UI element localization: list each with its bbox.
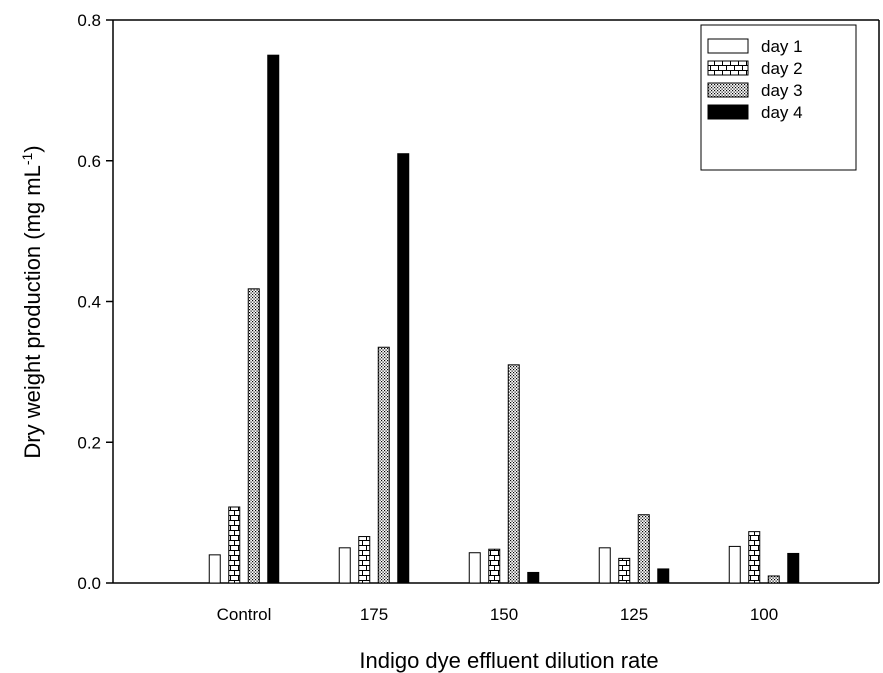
bar-day-4-control — [267, 54, 280, 584]
y-tick-label: 0.6 — [77, 152, 101, 171]
bar-day-3-175 — [377, 346, 390, 584]
legend-label: day 2 — [761, 59, 803, 78]
y-axis-title-main: Dry weight production (mg mL — [20, 165, 45, 458]
bar-day-2-control — [228, 506, 241, 584]
y-tick-label: 0.2 — [77, 433, 101, 452]
bar-day-1-175 — [338, 547, 351, 584]
y-ticks: 0.0 0.2 0.4 0.6 0.8 — [77, 11, 113, 593]
bar-day-2-150 — [488, 548, 501, 584]
y-tick-label: 0.0 — [77, 574, 101, 593]
y-tick-label: 0.8 — [77, 11, 101, 30]
bar-day-1-150 — [468, 552, 481, 584]
y-tick-label: 0.4 — [77, 293, 101, 312]
y-axis-title-close: ) — [20, 145, 45, 152]
bar-day-3-125 — [637, 514, 650, 584]
bar-day-2-100 — [748, 531, 761, 584]
legend-label: day 1 — [761, 37, 803, 56]
legend: day 1 day 2 day 3 day 4 — [700, 24, 857, 171]
bar-day-3-control — [247, 288, 260, 584]
bar-day-1-125 — [598, 547, 611, 584]
bar-day-3-150 — [507, 364, 520, 584]
bar-day-3-100 — [767, 575, 780, 584]
bar-day-1-control — [208, 554, 221, 584]
x-tick-label: 175 — [360, 605, 388, 624]
bars — [208, 54, 800, 584]
bar-day-4-125 — [657, 568, 670, 584]
x-tick-label: 150 — [490, 605, 518, 624]
legend-swatch-day-4 — [707, 104, 749, 120]
bar-day-2-125 — [618, 557, 631, 584]
x-tick-label: 100 — [750, 605, 778, 624]
y-axis-title-superscript: -1 — [19, 153, 35, 166]
x-ticks: Control 175 150 125 100 — [217, 605, 779, 624]
x-tick-label: Control — [217, 605, 272, 624]
x-tick-label: 125 — [620, 605, 648, 624]
bar-day-4-100 — [787, 552, 800, 584]
legend-swatch-day-3 — [707, 82, 749, 98]
legend-swatch-day-2 — [707, 60, 749, 76]
y-axis-title: Dry weight production (mg mL-1) — [19, 145, 45, 458]
bar-day-2-175 — [358, 536, 371, 584]
bar-day-1-100 — [728, 545, 741, 584]
legend-label: day 4 — [761, 103, 803, 122]
x-axis-title: Indigo dye effluent dilution rate — [359, 648, 658, 673]
legend-swatch-day-1 — [707, 38, 749, 54]
bar-day-4-175 — [397, 153, 410, 584]
bar-day-4-150 — [527, 571, 540, 584]
legend-label: day 3 — [761, 81, 803, 100]
